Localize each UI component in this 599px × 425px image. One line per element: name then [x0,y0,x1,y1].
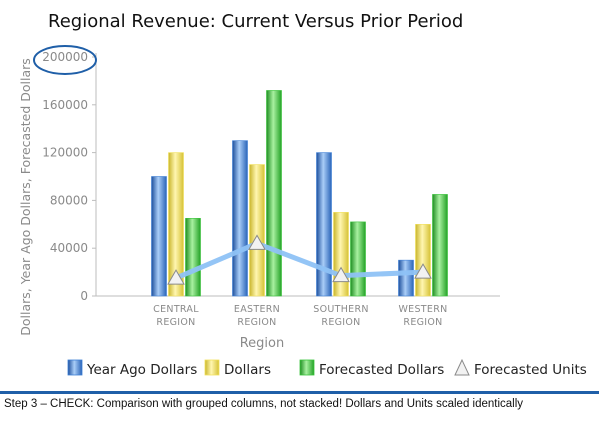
bar-year-ago-dollars [151,176,167,297]
y-tick-label: 40000 [50,241,88,255]
bar-dollars [168,152,184,297]
y-tick-label: 0 [80,289,88,303]
legend-swatch [299,359,315,376]
chart: Regional Revenue: Current Versus Prior P… [18,11,587,378]
highlight-ellipse [33,45,97,75]
x-tick-label: REGION [156,317,195,328]
legend-swatch [204,359,220,376]
units-marker [332,266,350,283]
bar-year-ago-dollars [398,259,414,297]
units-marker [248,234,266,250]
units-marker [167,269,185,285]
x-tick-label: WESTERN [398,304,447,315]
legend: Year Ago Dollars Dollars Forecasted Dollar… [67,358,587,378]
y-axis-label: Dollars, Year Ago Dollars, Forecasted Do… [18,58,33,336]
x-tick-label: REGION [403,317,442,328]
x-tick-label: CENTRAL [153,304,199,315]
legend-swatch [454,358,470,376]
caption-divider [0,391,599,394]
caption: Step 3 – CHECK: Comparison with grouped … [4,398,524,410]
legend-swatch [67,359,83,376]
bar-forecasted-dollars [266,90,282,297]
x-tick-label: SOUTHERN [313,304,369,315]
y-tick-label: 80000 [50,193,88,207]
legend-label: Forecasted Units [474,362,587,378]
forecasted-units-line [167,234,432,285]
units-marker [414,263,432,279]
bar-forecasted-dollars [432,194,448,297]
y-tick-label: 200000 [42,50,88,64]
bars: CENTRAL REGION EASTERN REGION SOUTHERN REGION… [151,90,448,328]
bar-dollars [333,212,349,297]
legend-label: Forecasted Dollars [319,362,444,378]
x-axis-label: Region [240,336,285,351]
bar-dollars [415,224,431,297]
bar-forecasted-dollars [350,221,366,297]
y-tick-label: 160000 [42,98,88,112]
units-line-path [175,240,424,281]
chart-title: Regional Revenue: Current Versus Prior P… [48,11,463,32]
axes: 0 40000 80000 120000 160000 200000 [42,50,500,303]
bar-year-ago-dollars [232,140,248,297]
x-tick-label: REGION [321,317,360,328]
legend-label: Year Ago Dollars [86,362,197,378]
x-tick-label: EASTERN [234,304,280,315]
bar-forecasted-dollars [185,218,201,297]
y-tick-label: 120000 [42,146,88,160]
legend-label: Dollars [224,362,271,378]
x-tick-label: REGION [237,317,276,328]
bar-dollars [249,164,265,297]
bar-year-ago-dollars [316,152,332,297]
